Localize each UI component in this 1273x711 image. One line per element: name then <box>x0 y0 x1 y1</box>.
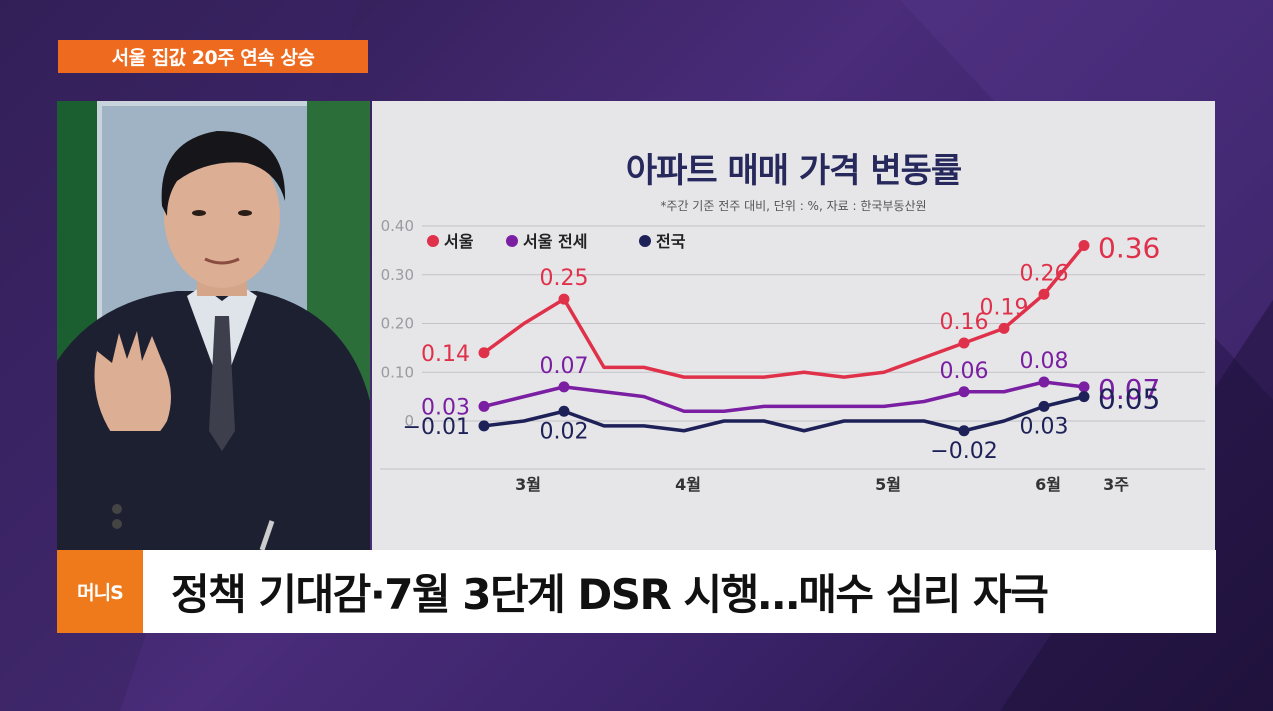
data-label: −0.02 <box>930 439 997 464</box>
data-label: 0.14 <box>421 342 470 367</box>
series-line <box>483 394 1085 433</box>
data-point <box>478 347 490 359</box>
data-point <box>558 293 570 305</box>
y-tick-label: 0 <box>404 412 414 430</box>
legend-marker <box>506 235 518 247</box>
headline: 정책 기대감·7월 3단계 DSR 시행…매수 심리 자극 <box>171 570 1049 619</box>
series-line <box>482 244 1086 379</box>
y-tick-label: 0.40 <box>381 217 414 235</box>
data-point <box>1038 288 1050 300</box>
lower-third-banner: 머니S 정책 기대감·7월 3단계 DSR 시행…매수 심리 자극 <box>57 550 1216 633</box>
legend-marker <box>639 235 651 247</box>
data-point <box>1078 381 1090 393</box>
topic-tag: 서울 집값 20주 연속 상승 <box>58 40 368 73</box>
data-label: 0.03 <box>1020 414 1069 439</box>
x-tick-label: 6월 <box>1035 475 1061 494</box>
data-label: 0.16 <box>940 310 989 335</box>
channel-logo: 머니S <box>57 550 143 633</box>
data-point <box>998 322 1010 334</box>
data-label: 0.19 <box>980 295 1029 320</box>
data-point <box>1078 240 1090 251</box>
data-label: −0.01 <box>403 415 470 440</box>
data-label: 0.07 <box>1098 373 1160 406</box>
data-point <box>1078 391 1090 403</box>
legend-marker <box>427 235 439 247</box>
data-label: 0.36 <box>1098 232 1160 265</box>
chart-panel: 아파트 매매 가격 변동률 *주간 기준 전주 대비, 단위 : %, 자료 :… <box>372 101 1215 550</box>
presenter-illustration <box>57 101 370 550</box>
x-tick-label: 4월 <box>675 475 701 494</box>
data-point <box>958 425 970 437</box>
data-label: 0.25 <box>540 266 589 291</box>
data-label: 0.26 <box>1020 261 1069 286</box>
legend-label: 서울 <box>444 232 474 251</box>
data-label: 0.05 <box>1098 383 1160 416</box>
x-tick-label: 3주 <box>1103 475 1129 494</box>
data-label: 0.06 <box>940 359 989 384</box>
data-label: 0.08 <box>1020 349 1069 374</box>
data-point <box>478 400 490 412</box>
data-label: 0.07 <box>540 354 589 379</box>
data-point <box>958 337 970 349</box>
data-point <box>958 386 970 398</box>
x-tick-label: 3월 <box>515 475 541 494</box>
data-point <box>558 405 570 417</box>
series-line <box>483 380 1085 413</box>
data-point <box>1038 400 1050 412</box>
x-tick-label: 5월 <box>875 475 901 494</box>
data-point <box>1038 376 1050 388</box>
chart-source-note: *주간 기준 전주 대비, 단위 : %, 자료 : 한국부동산원 <box>660 199 927 213</box>
chart-title: 아파트 매매 가격 변동률 <box>625 151 962 191</box>
data-label: 0.03 <box>421 395 470 420</box>
data-point <box>558 381 570 393</box>
y-tick-label: 0.30 <box>381 266 414 284</box>
line-chart: 0.40 0.30 0.20 0.10 0 3월 4월 5월 6월 3주 서울 서울 전세 전국 0.14… <box>380 217 1205 494</box>
data-label: 0.02 <box>540 419 589 444</box>
y-tick-label: 0.20 <box>381 315 414 333</box>
legend-label: 서울 전세 <box>523 232 587 251</box>
data-point <box>478 420 490 432</box>
y-tick-label: 0.10 <box>381 363 414 381</box>
legend-label: 전국 <box>656 232 686 251</box>
presenter-video <box>57 101 370 550</box>
